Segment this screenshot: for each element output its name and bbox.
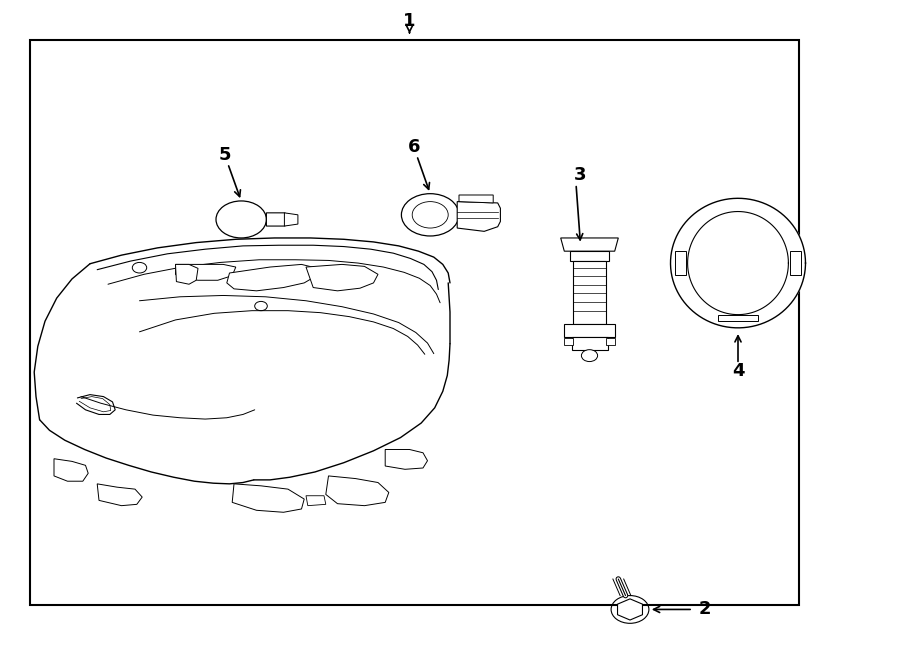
Polygon shape [459,195,493,203]
Polygon shape [227,264,315,291]
Polygon shape [54,459,88,481]
Polygon shape [572,337,608,350]
Polygon shape [570,251,609,261]
Bar [30,40,799,605]
Text: 1: 1 [403,12,416,30]
Text: 2: 2 [698,600,711,619]
Polygon shape [326,476,389,506]
Polygon shape [606,338,615,345]
Polygon shape [564,338,573,345]
Circle shape [216,201,266,238]
Polygon shape [266,213,291,226]
Polygon shape [675,251,686,275]
Polygon shape [97,484,142,506]
Polygon shape [176,264,236,280]
Polygon shape [617,599,643,620]
Polygon shape [790,251,801,275]
Circle shape [581,350,598,362]
Polygon shape [284,213,298,226]
Text: 3: 3 [574,166,587,184]
Polygon shape [457,202,500,231]
Polygon shape [573,261,606,324]
Polygon shape [561,238,618,251]
Polygon shape [670,198,806,328]
Polygon shape [306,496,326,506]
Text: 5: 5 [219,145,231,164]
Circle shape [401,194,459,236]
Text: 6: 6 [408,137,420,156]
Polygon shape [718,315,758,321]
Polygon shape [176,264,198,284]
Polygon shape [564,324,615,337]
Polygon shape [306,264,378,291]
Polygon shape [385,449,428,469]
Polygon shape [232,484,304,512]
Text: 4: 4 [732,362,744,380]
